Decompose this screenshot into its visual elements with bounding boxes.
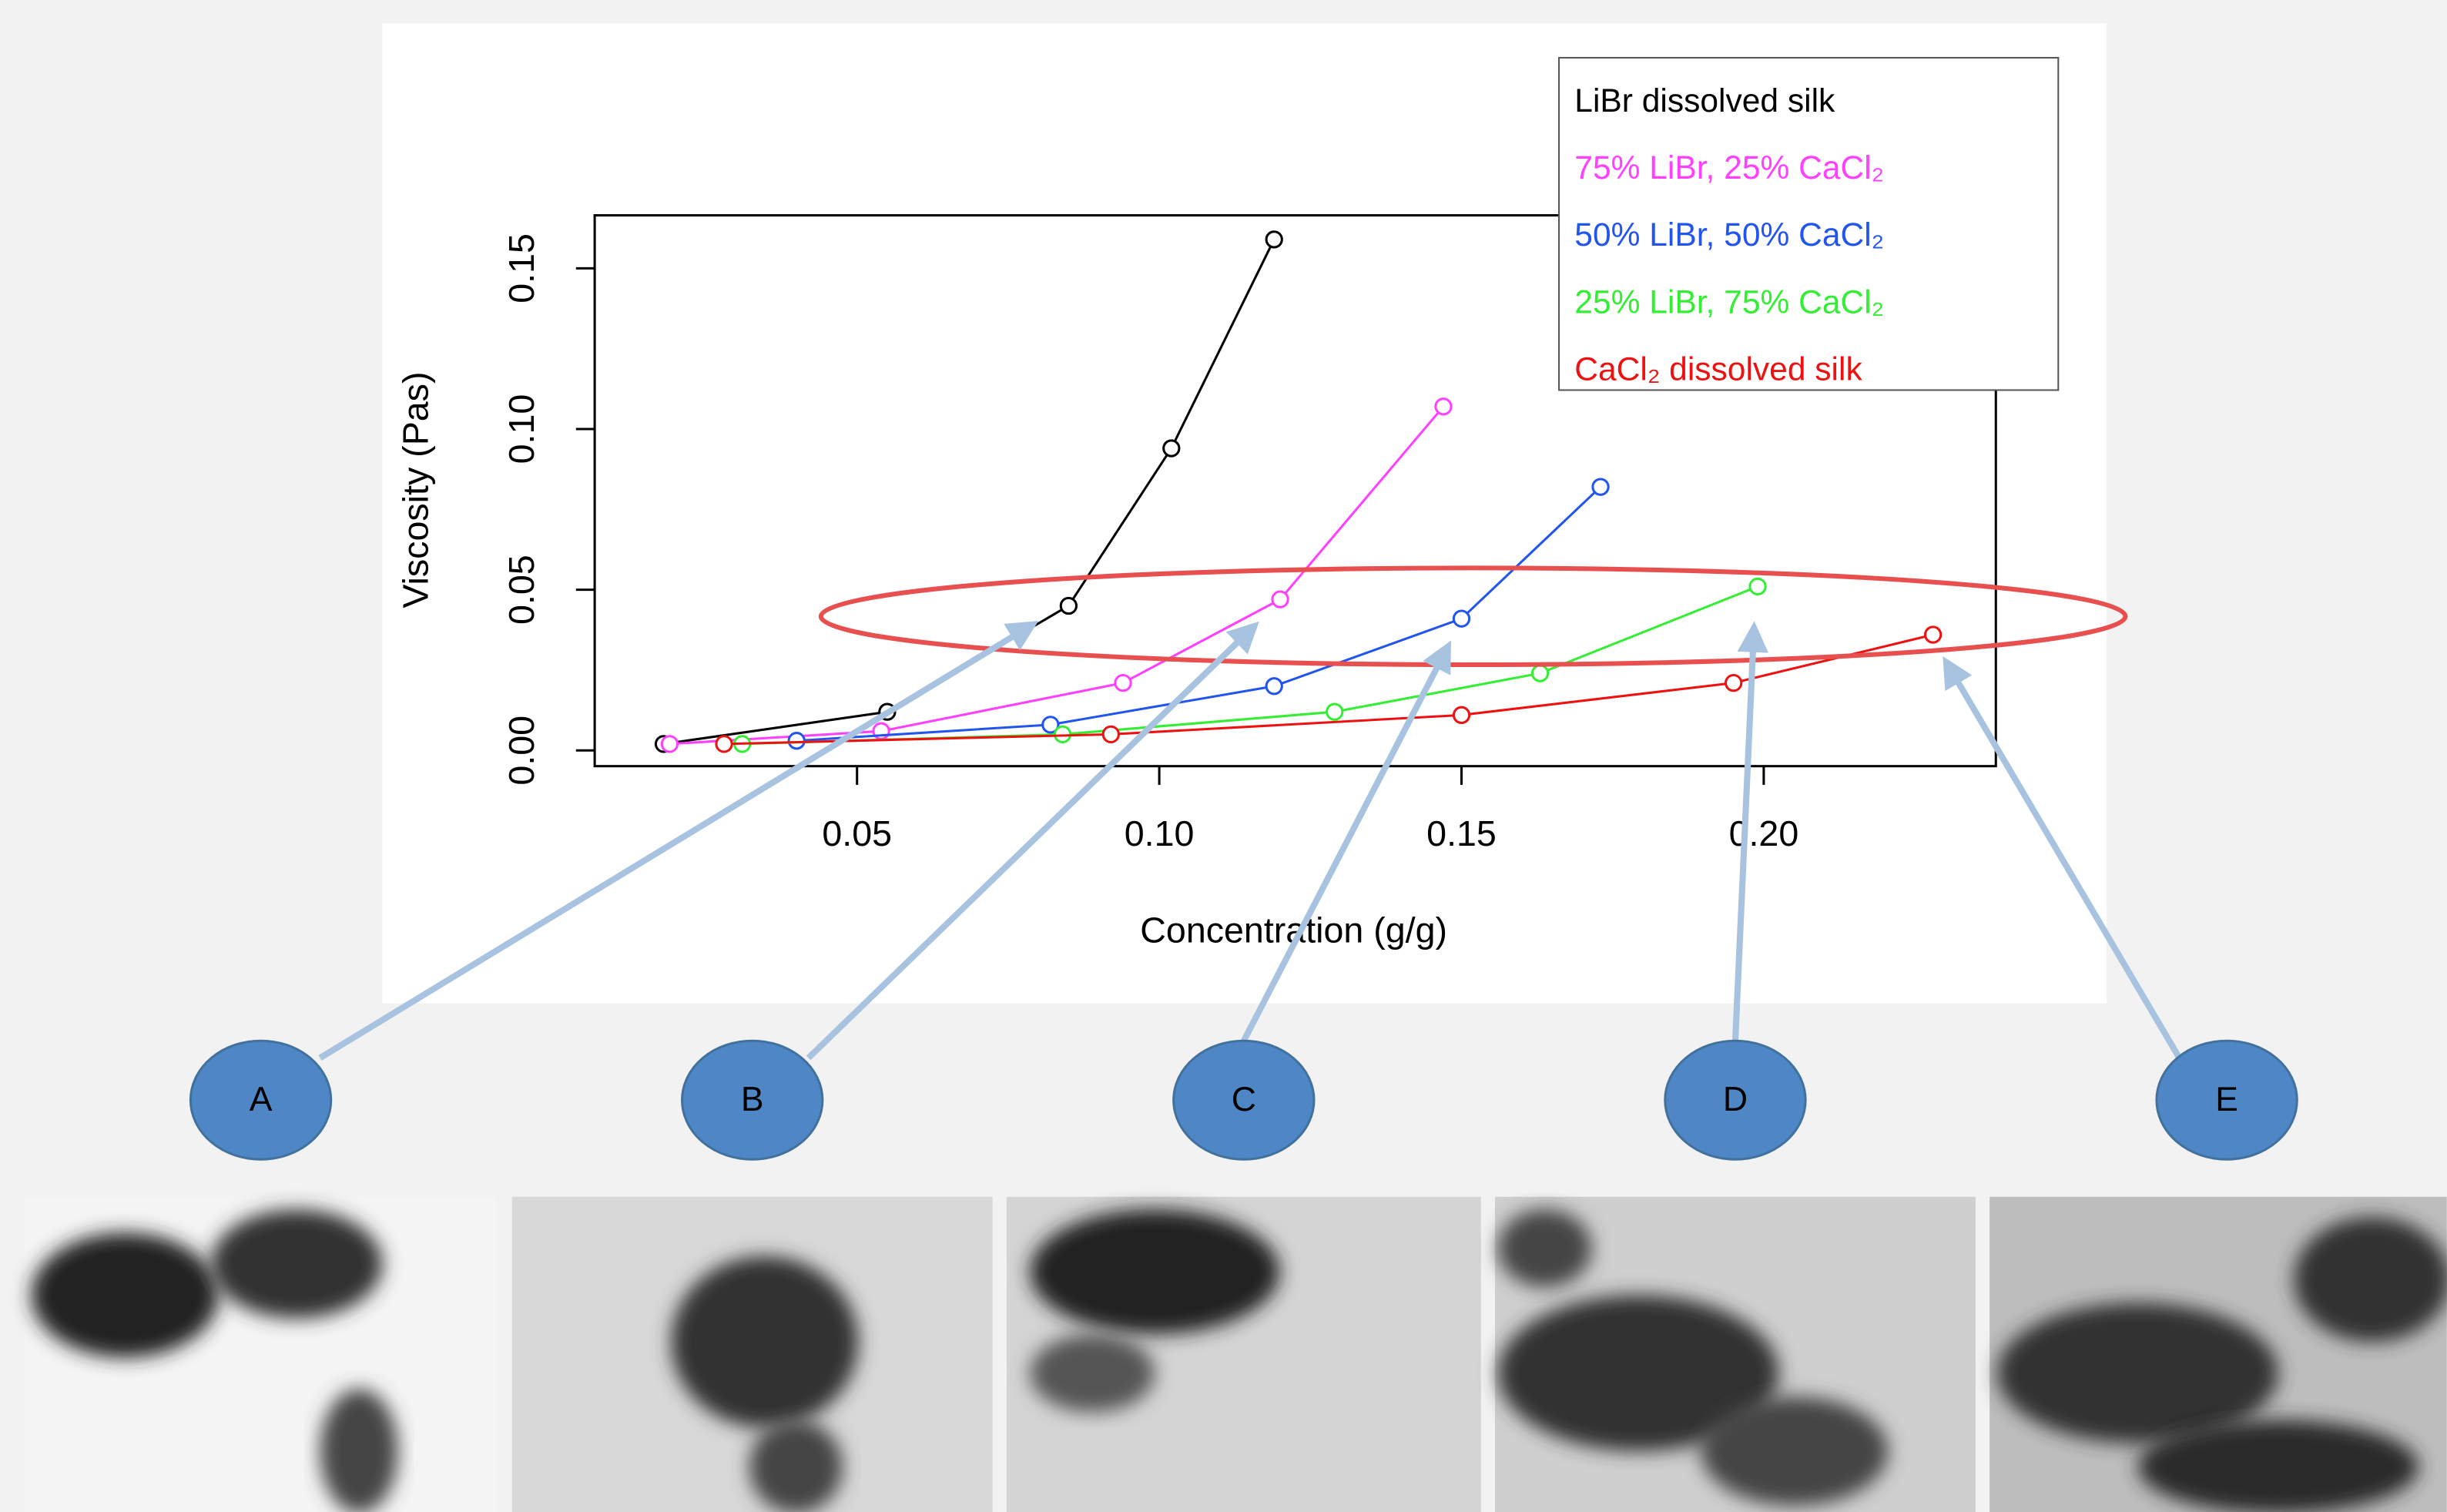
marker: [1725, 673, 1743, 692]
annotation-label: D: [1723, 1081, 1748, 1118]
arrow: [1241, 640, 1451, 1043]
legend-entry: 50% LiBr, 50% CaCl₂: [1574, 216, 1884, 253]
micrograph: [1989, 1196, 2447, 1512]
annotation-label: B: [741, 1081, 764, 1118]
annotation-circle: [2155, 1039, 2298, 1161]
annotation-circles: A B C D E: [189, 1039, 2298, 1161]
y-tick-label: 0.00: [501, 716, 541, 786]
marker: [1924, 625, 1943, 644]
series: [654, 230, 1943, 753]
marker: [1041, 716, 1060, 734]
marker: [787, 732, 806, 750]
arrows: [318, 621, 2181, 1061]
x-tick-label: 0.20: [1729, 813, 1799, 853]
arrow: [1943, 655, 2181, 1058]
arrow: [318, 621, 1039, 1061]
legend-box: [1558, 56, 2060, 391]
micrographs: [23, 1196, 2447, 1512]
annotation-label: A: [250, 1081, 273, 1118]
marker: [1591, 478, 1610, 496]
marker: [715, 735, 733, 753]
marker: [1101, 725, 1120, 744]
y-tick-label: 0.05: [501, 555, 541, 625]
marker: [1265, 230, 1283, 249]
legend-entry: CaCl₂ dissolved silk: [1574, 350, 1862, 387]
arrow: [806, 621, 1259, 1061]
marker: [1114, 673, 1132, 692]
axes: 0.05 0.10 0.15 0.20 0.00 0.05 0.10 0.15: [501, 233, 1798, 853]
annotation-circle: [681, 1039, 824, 1161]
micrograph: [1494, 1196, 1976, 1512]
annotation-label: E: [2215, 1081, 2238, 1118]
marker: [1748, 577, 1767, 596]
micrograph: [1006, 1196, 1481, 1512]
x-tick-label: 0.15: [1426, 813, 1497, 853]
micrograph: [511, 1196, 993, 1512]
x-tick-label: 0.10: [1125, 813, 1195, 853]
x-tick-label: 0.05: [822, 813, 892, 853]
plot-box: [593, 214, 1997, 768]
y-tick-label: 0.15: [501, 233, 541, 303]
marker: [1265, 677, 1283, 696]
legend-entry: 75% LiBr, 25% CaCl₂: [1574, 149, 1884, 186]
y-tick-label: 0.10: [501, 394, 541, 464]
marker: [1162, 439, 1181, 458]
annotation-label: C: [1232, 1081, 1256, 1118]
marker: [1530, 664, 1550, 682]
legend-entry: LiBr dissolved silk: [1574, 82, 1835, 119]
legend: LiBr dissolved silk 75% LiBr, 25% CaCl₂ 50…: [1574, 82, 1884, 387]
y-axis-label: Viscosity (Pas): [395, 372, 435, 608]
annotation-circle: [189, 1039, 333, 1161]
highlight-ellipse: [818, 565, 2128, 668]
micrograph: [23, 1196, 497, 1512]
annotation-circle: [1172, 1039, 1316, 1161]
marker: [660, 735, 679, 753]
marker: [1326, 702, 1344, 721]
marker: [1059, 596, 1078, 615]
marker: [1452, 609, 1471, 628]
arrow: [1731, 621, 1769, 1041]
legend-entry: 25% LiBr, 75% CaCl₂: [1574, 283, 1884, 320]
marker: [1434, 397, 1453, 416]
marker: [1452, 706, 1471, 724]
annotation-circle: [1664, 1039, 1807, 1161]
marker: [1271, 590, 1289, 608]
